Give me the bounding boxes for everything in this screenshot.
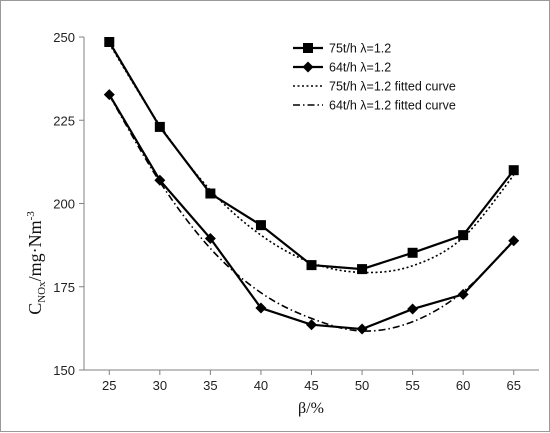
- y-axis-label-main: C: [25, 303, 45, 315]
- y-tick-labels: 150 175 200 225 250: [53, 30, 75, 378]
- series-1-point: [154, 121, 165, 132]
- y-tick-label: 200: [53, 197, 75, 212]
- y-tick-label: 175: [53, 280, 75, 295]
- series-1-point: [508, 165, 519, 176]
- legend-label-1: 75t/h λ=1.2: [329, 42, 391, 56]
- x-tick-label: 25: [102, 378, 116, 393]
- x-tick-label: 45: [304, 378, 318, 393]
- series-1-point: [104, 36, 115, 47]
- legend-marker-1: [303, 43, 313, 53]
- series-line-3: [108, 43, 515, 274]
- y-axis-label-sup: -3: [25, 211, 37, 221]
- series-1-point: [357, 264, 368, 275]
- x-tick-label: 30: [153, 378, 167, 393]
- x-tick-label: 65: [506, 378, 520, 393]
- series-2-point: [457, 288, 469, 300]
- y-axis-label: CNOx/mg·Nm-3: [25, 211, 48, 315]
- series-1-point: [255, 220, 266, 231]
- series-1-point: [458, 230, 469, 241]
- legend-label-3: 75t/h λ=1.2 fitted curve: [329, 80, 456, 94]
- x-tick-label: 50: [355, 378, 369, 393]
- series-1-point: [205, 188, 216, 199]
- series-2-point: [103, 89, 115, 101]
- x-tick-labels: 25 30 35 40 45 50 55 60 65: [102, 378, 521, 393]
- series-1-point: [306, 260, 317, 271]
- series-line-1: [108, 41, 515, 271]
- series-2-point: [508, 235, 520, 247]
- x-tick-label: 60: [456, 378, 470, 393]
- x-axis-label: β/%: [298, 400, 324, 417]
- series-2-point: [204, 232, 216, 244]
- x-tick-label: 35: [203, 378, 217, 393]
- y-tick-label: 150: [53, 363, 75, 378]
- axes: [79, 36, 539, 375]
- series-markers: [103, 36, 520, 335]
- legend: 75t/h λ=1.2 64t/h λ=1.2 75t/h λ=1.2 fitted…: [293, 42, 456, 113]
- y-axis-label-unit: /mg·Nm: [25, 220, 45, 281]
- series-line-2: [108, 94, 515, 331]
- series-2-point: [255, 302, 267, 314]
- legend-label-2: 64t/h λ=1.2: [329, 61, 391, 75]
- y-axis-label-sub: NOx: [36, 281, 48, 303]
- legend-label-4: 64t/h λ=1.2 fitted curve: [329, 99, 456, 113]
- series-2-point: [154, 174, 166, 186]
- legend-marker-2: [302, 61, 314, 73]
- x-tick-label: 55: [405, 378, 419, 393]
- series-2-point: [407, 303, 419, 315]
- series-2-point: [356, 323, 368, 335]
- series-2-point: [306, 319, 317, 331]
- y-tick-label: 250: [53, 30, 75, 45]
- x-tick-label: 40: [254, 378, 268, 393]
- series-1-point: [407, 247, 418, 258]
- y-tick-label: 225: [53, 113, 75, 128]
- series-line-4: [108, 94, 515, 332]
